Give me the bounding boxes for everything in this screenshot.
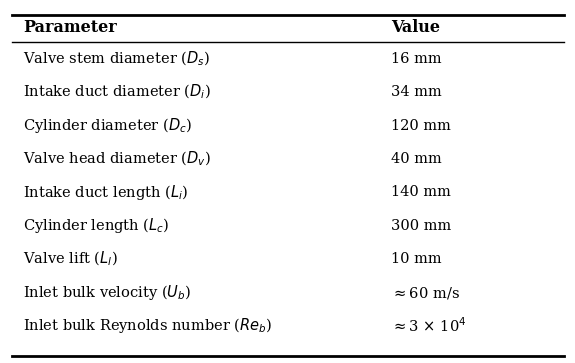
Text: Value: Value [391, 20, 440, 36]
Text: Intake duct length ($L_i$): Intake duct length ($L_i$) [23, 183, 188, 202]
Text: 16 mm: 16 mm [391, 52, 442, 66]
Text: 34 mm: 34 mm [391, 85, 442, 99]
Text: Valve stem diameter ($D_s$): Valve stem diameter ($D_s$) [23, 50, 210, 68]
Text: Valve head diameter ($D_v$): Valve head diameter ($D_v$) [23, 150, 211, 168]
Text: Inlet bulk velocity ($U_b$): Inlet bulk velocity ($U_b$) [23, 283, 191, 302]
Text: 300 mm: 300 mm [391, 219, 451, 233]
Text: $\approx$60 m/s: $\approx$60 m/s [391, 285, 460, 301]
Text: 140 mm: 140 mm [391, 185, 451, 199]
Text: 120 mm: 120 mm [391, 119, 451, 132]
Text: 10 mm: 10 mm [391, 252, 442, 266]
Text: Intake duct diameter ($D_i$): Intake duct diameter ($D_i$) [23, 83, 211, 101]
Text: Parameter: Parameter [23, 20, 117, 36]
Text: Cylinder length ($L_c$): Cylinder length ($L_c$) [23, 216, 170, 235]
Text: Inlet bulk Reynolds number ($Re_b$): Inlet bulk Reynolds number ($Re_b$) [23, 317, 272, 335]
Text: Cylinder diameter ($D_c$): Cylinder diameter ($D_c$) [23, 116, 192, 135]
Text: Valve lift ($L_l$): Valve lift ($L_l$) [23, 250, 118, 268]
Text: 40 mm: 40 mm [391, 152, 442, 166]
Text: $\approx$3 $\times$ 10$^4$: $\approx$3 $\times$ 10$^4$ [391, 317, 466, 335]
